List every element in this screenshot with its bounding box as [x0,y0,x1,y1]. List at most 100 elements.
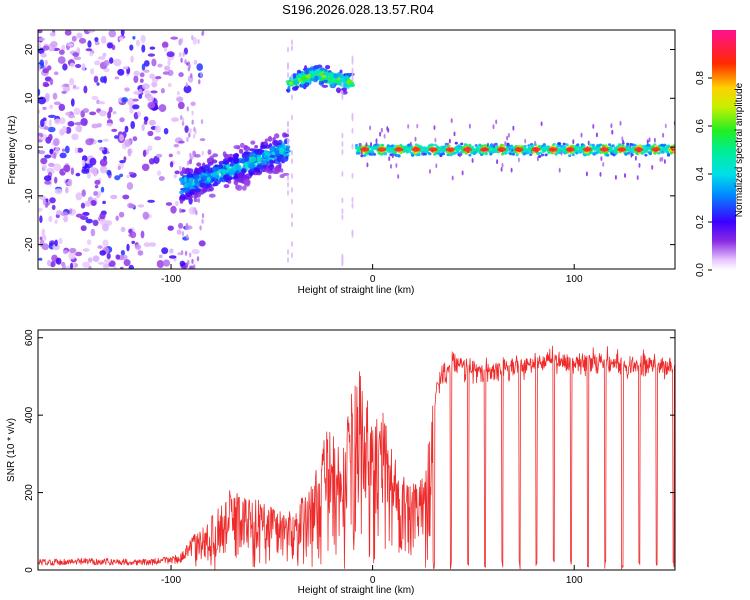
spectrogram-tone-point [654,151,658,155]
spectrogram-tone-sidelobe [383,133,386,139]
spectrogram-tone-sidelobe [429,169,431,174]
spectrogram-noise-point [195,210,198,216]
spectrogram-streak-point [341,149,344,155]
spectrogram-chirp-point [182,187,190,193]
spectrogram-noise-point [99,250,106,256]
spectrogram-streak-point [291,221,293,228]
spectrogram-chirp-point [243,146,251,152]
spectrogram-tone-point [666,152,671,156]
spectrogram-streak-point [291,241,293,247]
spectrogram-chirp-point [188,180,192,186]
spectrogram-tone-point [552,142,556,146]
spectrogram-chirp-point [235,164,240,171]
spectrogram-chirp-point [194,168,200,175]
spectrogram-noise-point [41,228,46,237]
spectrogram-chirp-point [264,167,271,173]
spectrogram-tone-point [582,144,586,148]
spectrogram-noise-point [113,265,117,269]
spectrogram-tone-point [539,151,543,155]
spectrogram-tone-point [476,145,480,149]
spectrogram-tone-point [624,153,628,156]
spectrogram-chirp-point [208,170,214,174]
spectrogram-noise-point [201,31,204,36]
spectrogram-chirp-point [195,188,201,193]
spectrogram-noise-point [39,239,45,248]
spectrogram-tone-sidelobe [397,174,400,179]
spectrogram-noise-point [180,57,183,63]
spectrogram-noise-point [68,114,76,119]
spectrogram-tone-point [669,151,673,155]
spectrogram-noise-point [89,111,97,116]
spectrogram-noise-point [137,250,144,256]
spectrogram-chirp-point [211,178,215,182]
spectrogram-band-point [300,76,308,82]
spectrogram-noise-point [75,172,81,177]
spectrogram-streak-point [341,94,344,101]
spectrogram-noise-point [161,247,169,255]
spectrogram-chirp-point [235,184,243,191]
spectrogram-noise-point [183,47,188,55]
spectrogram-chirp-point [272,140,279,146]
spectrogram-tone-point [360,154,364,158]
spectrogram-y-tick-label: -20 [24,237,35,252]
spectrogram-y-label: Frequency (Hz) [7,116,18,185]
spectrogram-noise-point [51,204,56,210]
spectrogram-noise-point [49,78,54,86]
spectrogram-chirp-point [240,142,245,148]
spectrogram-tone-point [644,153,648,157]
spectrogram-peak [411,147,421,152]
spectrogram-noise-point [193,264,196,269]
spectrogram-noise-point [181,117,185,123]
spectrogram-noise-point [167,225,174,231]
spectrogram-noise-point [180,250,184,256]
spectrogram-chirp-point [285,145,290,150]
spectrogram-tone-point [509,152,513,156]
spectrogram-chirp-point [260,161,267,166]
spectrogram-noise-point [158,176,165,181]
spectrogram-noise-point [44,154,52,159]
spectrogram-tone-sidelobe [370,142,372,147]
spectrogram-tone-sidelobe [534,140,537,146]
spectrogram-noise-point [42,167,46,172]
spectrogram-noise-point [90,68,95,75]
spectrogram-noise-point [93,75,99,83]
spectrogram-noise-point [85,48,93,52]
spectrogram-noise-point [69,247,77,254]
spectrogram-noise-point [142,83,150,90]
spectrogram-noise-point [126,182,134,190]
spectrogram-noise-point [46,167,54,172]
spectrogram-noise-point [119,117,125,123]
spectrogram-noise-point [82,211,90,216]
spectrogram-chirp-point [208,186,214,192]
spectrogram-noise-point [191,35,194,41]
spectrogram-tone-sidelobe [602,162,605,167]
spectrogram-tone-point [447,144,451,148]
spectrogram-x-label: Height of straight line (km) [298,285,415,296]
spectrogram-tone-point [556,144,560,148]
spectrogram-tone-point [393,144,397,148]
spectrogram-noise-point [178,222,184,229]
spectrogram-tone-point [454,141,458,145]
spectrogram-noise-point [148,119,156,126]
spectrogram-chirp-point [264,155,269,161]
spectrogram-chirp-point [203,166,210,171]
spectrogram-noise-point [190,73,193,79]
spectrogram-noise-point [173,143,180,148]
spectrogram-noise-point [58,103,66,111]
spectrogram-tone-sidelobe [471,158,474,163]
spectrogram-noise-point [43,126,50,130]
spectrogram-noise-point [149,242,157,247]
spectrogram-band-point [349,83,355,88]
spectrogram-noise-point [129,107,134,114]
spectrogram-chirp-point [216,166,221,170]
spectrogram-noise-point [69,78,75,86]
spectrogram-noise-point [119,266,124,269]
spectrogram-band-point [337,90,341,94]
spectrogram-noise-point [117,68,125,76]
spectrogram-noise-point [180,115,183,120]
spectrogram-tone-point [460,142,464,146]
spectrogram-tone-sidelobe [558,167,561,173]
spectrogram-tone-point [504,151,508,155]
spectrogram-tone-sidelobe [661,156,664,162]
spectrogram-noise-point [63,164,71,173]
